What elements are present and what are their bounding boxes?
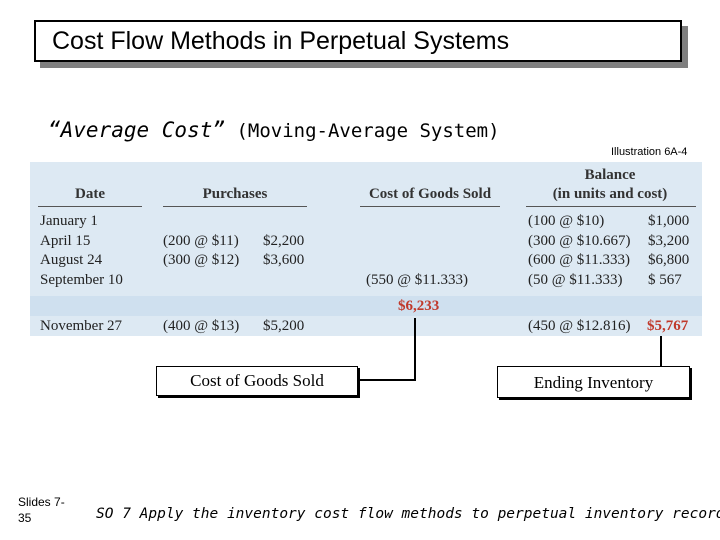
row-balance-units: (300 @ $10.667) (528, 233, 631, 249)
header-balance: Balance (584, 167, 636, 183)
cogs-callout: Cost of Goods Sold (156, 366, 358, 396)
title-box: Cost Flow Methods in Perpetual Systems (34, 20, 682, 62)
row-purchase-cost: $5,200 (263, 318, 305, 334)
cogs-total: $6,233 (398, 298, 440, 314)
slide-number-line2: 35 (18, 511, 32, 525)
row-balance-units: (100 @ $10) (528, 213, 605, 229)
illustration-label: Illustration 6A-4 (611, 146, 688, 158)
subtitle-moving-average: (Moving-Average System) (225, 120, 500, 142)
slide-number: Slides 7- 35 (18, 494, 78, 526)
header-rule-balance (526, 206, 696, 207)
ending-inventory-total: $5,767 (647, 318, 689, 334)
row-balance-cost: $ 567 (648, 272, 682, 288)
header-rule-purchases (163, 206, 307, 207)
header-cogs: Cost of Goods Sold (368, 186, 492, 202)
row-purchase-units: (200 @ $11) (163, 233, 239, 249)
slide-number-line1: Slides 7- (18, 495, 65, 509)
slide-title: Cost Flow Methods in Perpetual Systems (52, 27, 510, 55)
row-balance-cost: $1,000 (648, 213, 690, 229)
header-rule-date (38, 206, 142, 207)
row-purchase-units: (400 @ $13) (163, 318, 240, 334)
row-purchase-units: (300 @ $12) (163, 252, 240, 268)
row-balance-units: (50 @ $11.333) (528, 272, 623, 288)
ending-inventory-callout: Ending Inventory (497, 366, 690, 398)
row-cogs: (550 @ $11.333) (366, 272, 468, 288)
header-purchases: Purchases (202, 186, 268, 202)
header-rule-cogs (360, 206, 500, 207)
row-balance-units: (600 @ $11.333) (528, 252, 630, 268)
header-balance-sub: (in units and cost) (552, 186, 668, 202)
header-date: Date (75, 186, 105, 202)
subtitle-average-cost: “Average Cost” (48, 118, 226, 142)
row-date: August 24 (40, 252, 103, 268)
row-balance-units: (450 @ $12.816) (528, 318, 631, 334)
row-date: January 1 (40, 213, 98, 229)
row-date: November 27 (40, 318, 123, 334)
slide-subtitle: “Average Cost” (Moving-Average System) (48, 118, 500, 142)
study-objective: SO 7 Apply the inventory cost flow metho… (96, 506, 720, 522)
row-date: September 10 (40, 272, 123, 288)
row-purchase-cost: $2,200 (263, 233, 305, 249)
cogs-connector-horizontal (358, 379, 416, 381)
row-date: April 15 (40, 233, 91, 249)
row-balance-cost: $3,200 (648, 233, 690, 249)
row-balance-cost: $6,800 (648, 252, 690, 268)
inventory-connector (660, 336, 662, 366)
row-purchase-cost: $3,600 (263, 252, 305, 268)
cogs-connector-vertical (414, 318, 416, 380)
table-highlight-band (30, 296, 702, 316)
